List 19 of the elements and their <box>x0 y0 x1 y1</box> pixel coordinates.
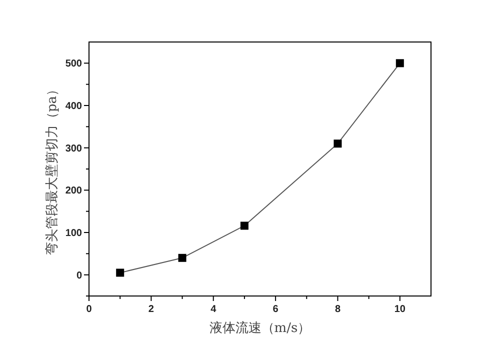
x-tick-label: 6 <box>272 304 279 315</box>
x-tick-label: 10 <box>394 304 406 315</box>
point <box>116 268 124 277</box>
point <box>240 222 248 230</box>
point <box>334 140 342 148</box>
y-tick-label: 400 <box>65 101 82 112</box>
y-tick-label: 200 <box>65 186 82 197</box>
y-tick-label: 300 <box>65 143 82 154</box>
x-tick-label: 2 <box>148 304 154 315</box>
point <box>396 59 404 68</box>
x-tick-label: 8 <box>334 304 341 315</box>
point <box>178 254 186 262</box>
x-tick-label: 4 <box>210 304 217 315</box>
y-tick-label: 100 <box>65 228 82 239</box>
y-tick-label: 500 <box>65 58 82 70</box>
x-axis-title: 液体流速（m/s） <box>209 320 311 336</box>
y-tick-label: 0 <box>76 270 82 282</box>
y-axis-title: 弯头管段最大壁剪切力（pa） <box>44 82 60 256</box>
x-tick-label: 0 <box>86 304 92 315</box>
